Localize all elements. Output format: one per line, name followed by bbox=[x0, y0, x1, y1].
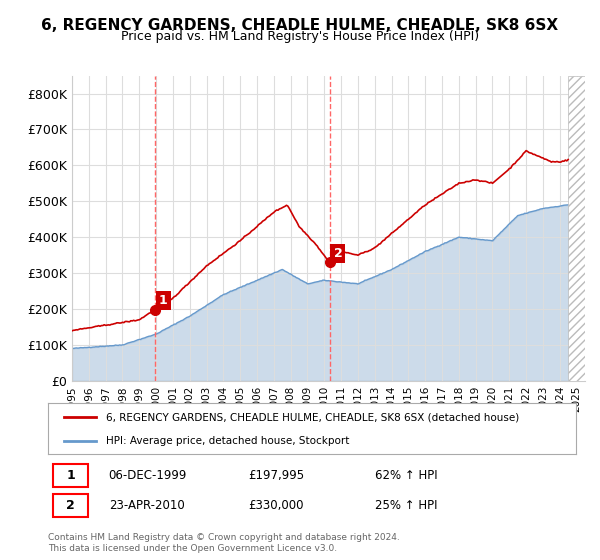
Text: £197,995: £197,995 bbox=[248, 469, 305, 482]
Text: 2: 2 bbox=[67, 499, 75, 512]
Text: 23-APR-2010: 23-APR-2010 bbox=[109, 499, 184, 512]
Text: Contains HM Land Registry data © Crown copyright and database right 2024.
This d: Contains HM Land Registry data © Crown c… bbox=[48, 533, 400, 553]
Text: 06-DEC-1999: 06-DEC-1999 bbox=[109, 469, 187, 482]
FancyBboxPatch shape bbox=[53, 494, 88, 517]
Text: Price paid vs. HM Land Registry's House Price Index (HPI): Price paid vs. HM Land Registry's House … bbox=[121, 30, 479, 43]
Text: HPI: Average price, detached house, Stockport: HPI: Average price, detached house, Stoc… bbox=[106, 436, 349, 446]
Text: 2: 2 bbox=[334, 247, 342, 260]
Text: 6, REGENCY GARDENS, CHEADLE HULME, CHEADLE, SK8 6SX (detached house): 6, REGENCY GARDENS, CHEADLE HULME, CHEAD… bbox=[106, 412, 520, 422]
Text: 1: 1 bbox=[159, 294, 167, 307]
Text: 1: 1 bbox=[67, 469, 75, 482]
Text: £330,000: £330,000 bbox=[248, 499, 304, 512]
FancyBboxPatch shape bbox=[53, 464, 88, 487]
Text: 62% ↑ HPI: 62% ↑ HPI bbox=[376, 469, 438, 482]
Text: 25% ↑ HPI: 25% ↑ HPI bbox=[376, 499, 438, 512]
Text: 6, REGENCY GARDENS, CHEADLE HULME, CHEADLE, SK8 6SX: 6, REGENCY GARDENS, CHEADLE HULME, CHEAD… bbox=[41, 18, 559, 33]
Bar bbox=[568, 76, 589, 381]
